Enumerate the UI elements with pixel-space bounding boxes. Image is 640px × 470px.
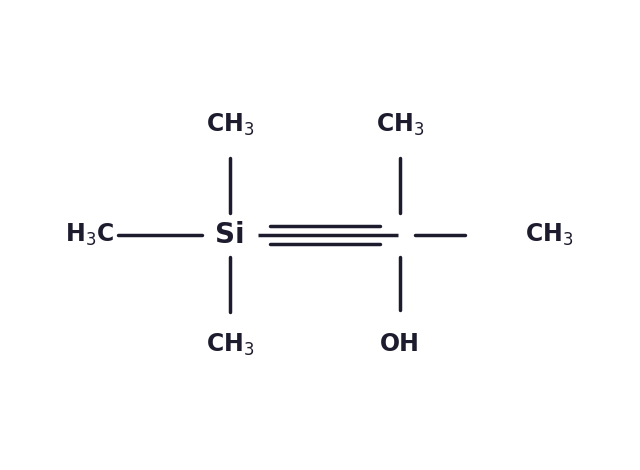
Text: CH$_3$: CH$_3$ (376, 112, 424, 138)
Text: CH$_3$: CH$_3$ (525, 222, 573, 248)
Text: H$_3$C: H$_3$C (65, 222, 114, 248)
Text: Si: Si (215, 221, 245, 249)
Text: OH: OH (380, 332, 420, 356)
Text: CH$_3$: CH$_3$ (205, 112, 254, 138)
Text: CH$_3$: CH$_3$ (205, 332, 254, 358)
